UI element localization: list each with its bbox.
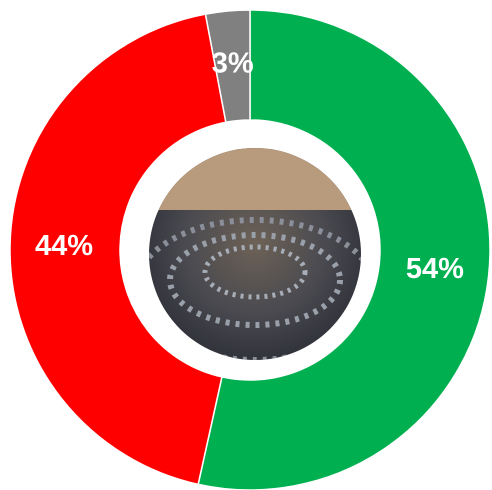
center-photo xyxy=(149,148,361,360)
donut-segment xyxy=(204,9,251,124)
donut-segment xyxy=(197,9,491,490)
photo-seat-row xyxy=(202,244,308,300)
photo-wall xyxy=(149,148,361,210)
value-label: 54% xyxy=(406,253,464,285)
donut-segment xyxy=(9,13,227,486)
value-label: 44% xyxy=(35,230,93,262)
value-labels: 54% 44% 3% xyxy=(35,47,464,284)
value-label: 3% xyxy=(212,47,254,79)
photo-seat-row xyxy=(167,232,343,328)
donut-segments xyxy=(9,9,491,490)
